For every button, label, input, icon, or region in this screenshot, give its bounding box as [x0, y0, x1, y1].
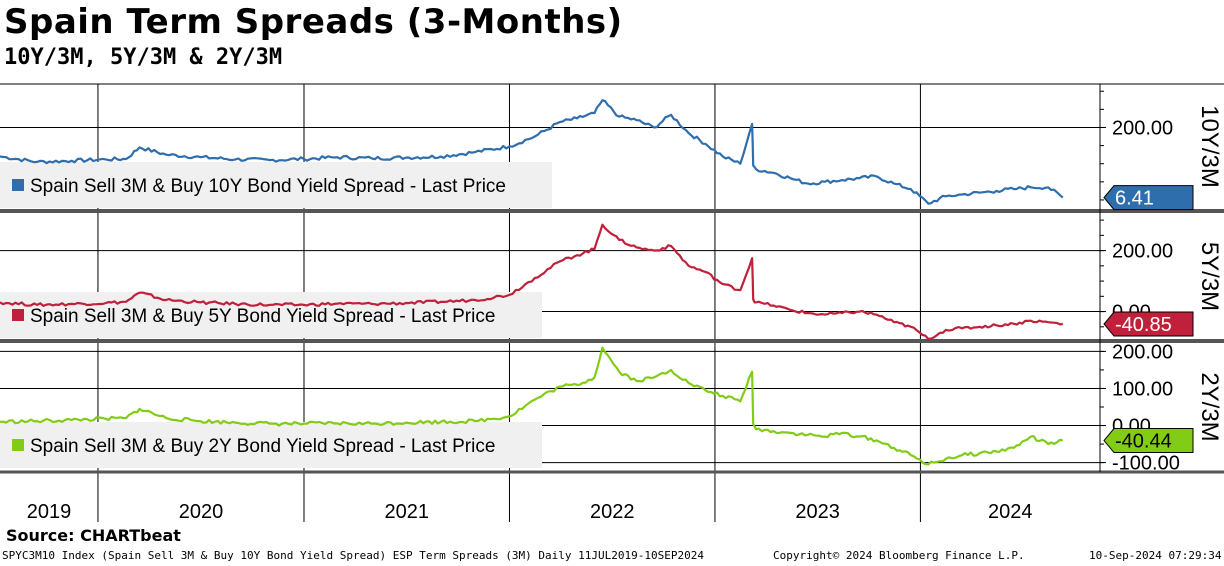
y-tick-label: 200.00 [1112, 117, 1173, 139]
last-price-value: -40.44 [1115, 431, 1172, 453]
panel-label: 10Y/3M [1196, 105, 1223, 188]
legend-swatch [12, 439, 24, 451]
x-tick-label: 2019 [27, 501, 72, 523]
y-tick-label: -100.00 [1112, 453, 1180, 475]
footer-ticker-info: SPYC3M10 Index (Spain Sell 3M & Buy 10Y … [2, 549, 704, 562]
last-price-tag [1103, 311, 1194, 337]
last-price-value: 6.41 [1115, 188, 1154, 210]
last-price-tag [1103, 185, 1194, 211]
chart-title: Spain Term Spreads (3-Months) [4, 2, 623, 42]
panel-label: 2Y/3M [1196, 372, 1223, 441]
last-price-tag [1103, 428, 1194, 454]
panel-label: 5Y/3M [1196, 242, 1223, 311]
x-tick-label: 2022 [590, 501, 635, 523]
x-tick-label: 2024 [988, 501, 1033, 523]
last-price-value: -40.85 [1115, 314, 1172, 336]
series-line [0, 346, 1064, 466]
y-tick-label: 100.00 [1112, 378, 1173, 400]
series-line [0, 99, 1064, 205]
series-line [0, 223, 1063, 341]
x-tick-label: 2020 [179, 501, 224, 523]
legend-swatch [12, 309, 24, 321]
legend-swatch [12, 179, 24, 191]
footer-timestamp: 10-Sep-2024 07:29:34 [1089, 549, 1222, 562]
legend-label: Spain Sell 3M & Buy 10Y Bond Yield Sprea… [30, 176, 506, 197]
source-label: Source: CHARTbeat [6, 526, 181, 545]
chart-subtitle: 10Y/3M, 5Y/3M & 2Y/3M [4, 45, 283, 70]
y-tick-label: 200.00 [1112, 341, 1173, 363]
legend-label: Spain Sell 3M & Buy 2Y Bond Yield Spread… [30, 436, 495, 457]
footer-copyright: Copyright© 2024 Bloomberg Finance L.P. [773, 549, 1025, 562]
legend-box [0, 162, 552, 208]
x-tick-label: 2023 [795, 501, 840, 523]
y-tick-label: 200.00 [1112, 241, 1173, 263]
x-tick-label: 2021 [384, 501, 429, 523]
legend-label: Spain Sell 3M & Buy 5Y Bond Yield Spread… [30, 306, 495, 327]
legend-box [0, 422, 542, 468]
legend-box [0, 292, 542, 338]
